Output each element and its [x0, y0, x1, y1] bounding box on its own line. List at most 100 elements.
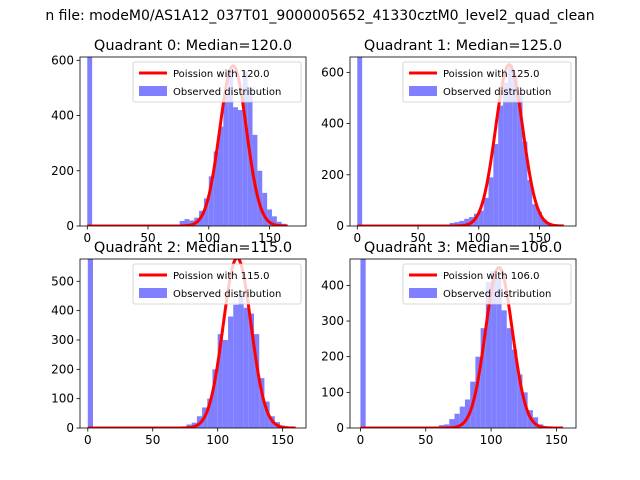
y-tick-label: 200: [321, 350, 344, 364]
y-tick-label: 100: [321, 385, 344, 399]
hist-bar: [454, 222, 460, 226]
hist-bar: [228, 71, 234, 226]
hist-bar: [243, 307, 249, 428]
hist-bar: [532, 204, 538, 226]
legend-box: [402, 61, 572, 103]
legend-box: [132, 263, 302, 305]
x-tick-label: 100: [467, 231, 490, 245]
hist-bar: [475, 356, 481, 428]
y-tick-label: 600: [51, 53, 74, 67]
legend-fit-label: Poission with 120.0: [173, 69, 269, 80]
hist-bar: [541, 219, 547, 226]
hist-bar: [522, 141, 528, 226]
hist-bar: [208, 176, 214, 226]
axes-frame: [79, 56, 307, 227]
legend-fit-label: Poission with 115.0: [173, 271, 269, 282]
hist-bar: [222, 339, 229, 428]
hist-bar: [87, 259, 93, 428]
hist-bar: [228, 316, 234, 428]
x-tick-label: 100: [480, 433, 503, 447]
hist-bar: [464, 399, 471, 428]
plot-area: [87, 259, 296, 428]
legend-hist-label: Observed distribution: [443, 87, 551, 98]
y-tick-label: 400: [51, 304, 74, 318]
hist-bar: [517, 374, 523, 428]
plot-area: [87, 57, 288, 226]
poisson-fit-line: [87, 259, 296, 428]
poisson-fit-line: [360, 265, 563, 428]
hist-bar: [212, 369, 218, 428]
legend-box: [132, 61, 302, 103]
y-tick-label: 200: [321, 168, 344, 182]
y-tick-label: 0: [336, 421, 344, 435]
hist-bar: [203, 198, 209, 226]
subplot-quadrant-2: 0 50 100 150 0 100 200 300 400 500 Quadrant 2: Med…: [51, 240, 307, 447]
hist-bar: [218, 126, 224, 226]
hist-bar: [512, 74, 518, 226]
y-tick-label: 0: [66, 421, 74, 435]
legend-fit-label: Poission with 106.0: [443, 271, 539, 282]
hist-bar: [483, 197, 489, 226]
hist-bar: [233, 107, 238, 226]
y-tick-label: 400: [321, 278, 344, 292]
hist-bar: [257, 170, 263, 226]
hist-bar: [360, 259, 366, 428]
x-tick-label: 0: [357, 433, 365, 447]
y-tick-label: 400: [321, 117, 344, 131]
legend-hist-label: Observed distribution: [443, 289, 551, 300]
y-tick-label: 200: [51, 362, 74, 376]
legend-hist-swatch: [409, 288, 437, 298]
hist-bar: [459, 220, 465, 226]
hist-bar: [522, 392, 528, 428]
legend-hist-swatch: [139, 288, 167, 298]
y-tick-label: 300: [321, 314, 344, 328]
hist-bar: [506, 328, 512, 428]
subplot-quadrant-0: 0 50 100 150 0 200 400 600 Quadrant 0: Median=12…: [51, 38, 307, 245]
x-tick-label: 150: [271, 433, 294, 447]
hist-bar: [480, 328, 486, 428]
hist-bar: [491, 271, 497, 428]
hist-bar: [501, 310, 507, 428]
hist-bar: [459, 406, 465, 428]
hist-bar: [485, 281, 492, 428]
axes-frame: [79, 258, 307, 429]
subplot-quadrant-1: 0 50 100 150 0 200 400 600 Quadrant 1: Median=12…: [321, 38, 577, 245]
legend-hist-label: Observed distribution: [173, 87, 281, 98]
hist-bar: [179, 221, 185, 226]
hist-bar: [503, 82, 508, 226]
hist-bar: [254, 334, 260, 428]
hist-bar: [444, 424, 450, 428]
x-tick-label: 100: [206, 433, 229, 447]
hist-bar: [217, 334, 223, 428]
legend-hist-swatch: [409, 86, 437, 96]
hist-bar: [87, 57, 93, 226]
x-tick-label: 0: [83, 231, 91, 245]
x-tick-label: 50: [410, 231, 425, 245]
hist-bar: [527, 179, 533, 226]
x-tick-label: 150: [528, 231, 551, 245]
legend-fit-label: Poission with 125.0: [443, 69, 539, 80]
legend-hist-label: Observed distribution: [173, 289, 281, 300]
poisson-fit-line: [87, 64, 288, 226]
y-tick-label: 0: [66, 219, 74, 233]
x-tick-label: 50: [140, 231, 155, 245]
hist-bar: [276, 221, 282, 226]
axes-frame: [349, 258, 577, 429]
x-tick-label: 50: [418, 433, 433, 447]
x-tick-label: 150: [545, 433, 568, 447]
figure-suptitle: n file: modeM0/AS1A12_037T01_9000005652_…: [45, 8, 594, 24]
hist-bar: [454, 413, 460, 428]
hist-bar: [488, 177, 494, 226]
hist-bar: [237, 110, 243, 226]
hist-bar: [242, 71, 248, 226]
hist-bar: [496, 278, 502, 428]
y-tick-label: 400: [51, 109, 74, 123]
hist-bar: [478, 210, 484, 226]
hist-bar: [537, 211, 542, 226]
hist-bar: [223, 93, 229, 226]
y-tick-label: 0: [336, 219, 344, 233]
hist-bar: [493, 144, 499, 226]
subplot-quadrant-3: 0 50 100 150 0 100 200 300 400 Quadrant 3: Median…: [321, 240, 577, 447]
subplot-title: Quadrant 2: Median=115.0: [94, 240, 292, 256]
x-tick-label: 150: [258, 231, 281, 245]
